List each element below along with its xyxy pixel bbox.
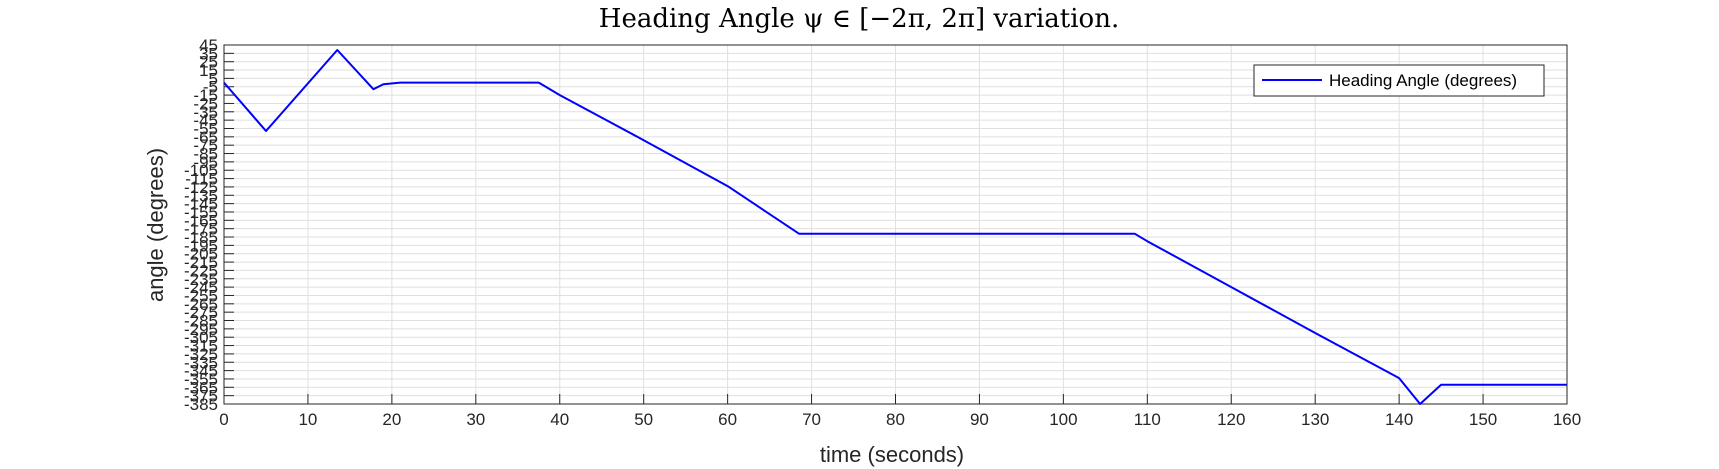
plot-area xyxy=(223,49,1567,405)
x-tick-label: 70 xyxy=(802,410,821,429)
y-tick-label: -385 xyxy=(184,395,218,414)
chart-title: Heading Angle ψ ∈ [−2π, 2π] variation. xyxy=(599,4,1119,34)
y-tick-label: 45 xyxy=(199,36,218,55)
y-tick-label: -145 xyxy=(184,195,218,214)
x-tick-label: 50 xyxy=(634,410,653,429)
y-tick-label: -95 xyxy=(193,153,218,172)
x-tick-label: 120 xyxy=(1217,410,1245,429)
axis-ticks: 0 10 20 30 40 50 60 70 80 90 100 110 120 130 140 150 160… xyxy=(184,36,1581,429)
legend-label: Heading Angle (degrees) xyxy=(1329,71,1517,90)
x-tick-label: 60 xyxy=(718,410,737,429)
y-tick-label: -255 xyxy=(184,286,218,305)
y-tick-label: -275 xyxy=(184,303,218,322)
y-tick-label: -135 xyxy=(184,186,218,205)
grid xyxy=(223,44,1568,405)
y-tick-label: -205 xyxy=(184,245,218,264)
y-tick-label: -105 xyxy=(184,161,218,180)
y-tick-label: -185 xyxy=(184,228,218,247)
y-tick-label: -35 xyxy=(193,103,218,122)
x-tick-label: 40 xyxy=(550,410,569,429)
y-tick-label: -285 xyxy=(184,312,218,331)
y-tick-label: -315 xyxy=(184,337,218,356)
y-tick-label: -45 xyxy=(193,111,218,130)
x-tick-label: 160 xyxy=(1553,410,1581,429)
x-tick-label: 140 xyxy=(1385,410,1413,429)
y-tick-label: -65 xyxy=(193,128,218,147)
y-tick-label: -335 xyxy=(184,353,218,372)
legend: Heading Angle (degrees) xyxy=(1253,64,1545,97)
y-tick-label: 35 xyxy=(199,44,218,63)
x-tick-label: 80 xyxy=(886,410,905,429)
y-tick-label: -195 xyxy=(184,236,218,255)
y-tick-label: -345 xyxy=(184,362,218,381)
x-tick-label: 0 xyxy=(219,410,228,429)
y-tick-label: -165 xyxy=(184,211,218,230)
series-line xyxy=(223,49,1567,405)
y-tick-label: -15 xyxy=(193,86,218,105)
y-tick-label: 25 xyxy=(199,53,218,72)
y-tick-label: -325 xyxy=(184,345,218,364)
x-tick-label: 30 xyxy=(466,410,485,429)
x-axis-label: time (seconds) xyxy=(820,442,964,467)
x-tick-label: 150 xyxy=(1469,410,1497,429)
x-tick-label: 130 xyxy=(1301,410,1329,429)
x-tick-label: 100 xyxy=(1049,410,1077,429)
y-tick-label: -125 xyxy=(184,178,218,197)
x-tick-label: 10 xyxy=(298,410,317,429)
y-tick-label: -225 xyxy=(184,261,218,280)
y-tick-label: -75 xyxy=(193,136,218,155)
y-tick-label: -375 xyxy=(184,387,218,406)
y-tick-label: 15 xyxy=(199,61,218,80)
y-tick-label: -365 xyxy=(184,378,218,397)
y-tick-label: -235 xyxy=(184,270,218,289)
y-tick-label: -295 xyxy=(184,320,218,339)
y-tick-label: -175 xyxy=(184,220,218,239)
y-tick-label: -85 xyxy=(193,145,218,164)
y-tick-label: -215 xyxy=(184,253,218,272)
x-tick-label: 20 xyxy=(382,410,401,429)
y-tick-label: 5 xyxy=(209,69,218,88)
y-tick-label: -355 xyxy=(184,370,218,389)
y-tick-label: -155 xyxy=(184,203,218,222)
x-tick-label: 110 xyxy=(1134,410,1161,429)
axes-box xyxy=(223,44,1568,405)
y-tick-label: -55 xyxy=(193,119,218,138)
y-tick-label: -5 xyxy=(203,78,218,97)
x-tick-label: 90 xyxy=(970,410,989,429)
y-tick-label: -265 xyxy=(184,295,218,314)
y-tick-label: -25 xyxy=(193,94,218,113)
y-tick-label: -115 xyxy=(185,170,218,189)
y-tick-label: -305 xyxy=(184,328,218,347)
y-tick-label: -245 xyxy=(184,278,218,297)
y-axis-label: angle (degrees) xyxy=(143,148,168,302)
